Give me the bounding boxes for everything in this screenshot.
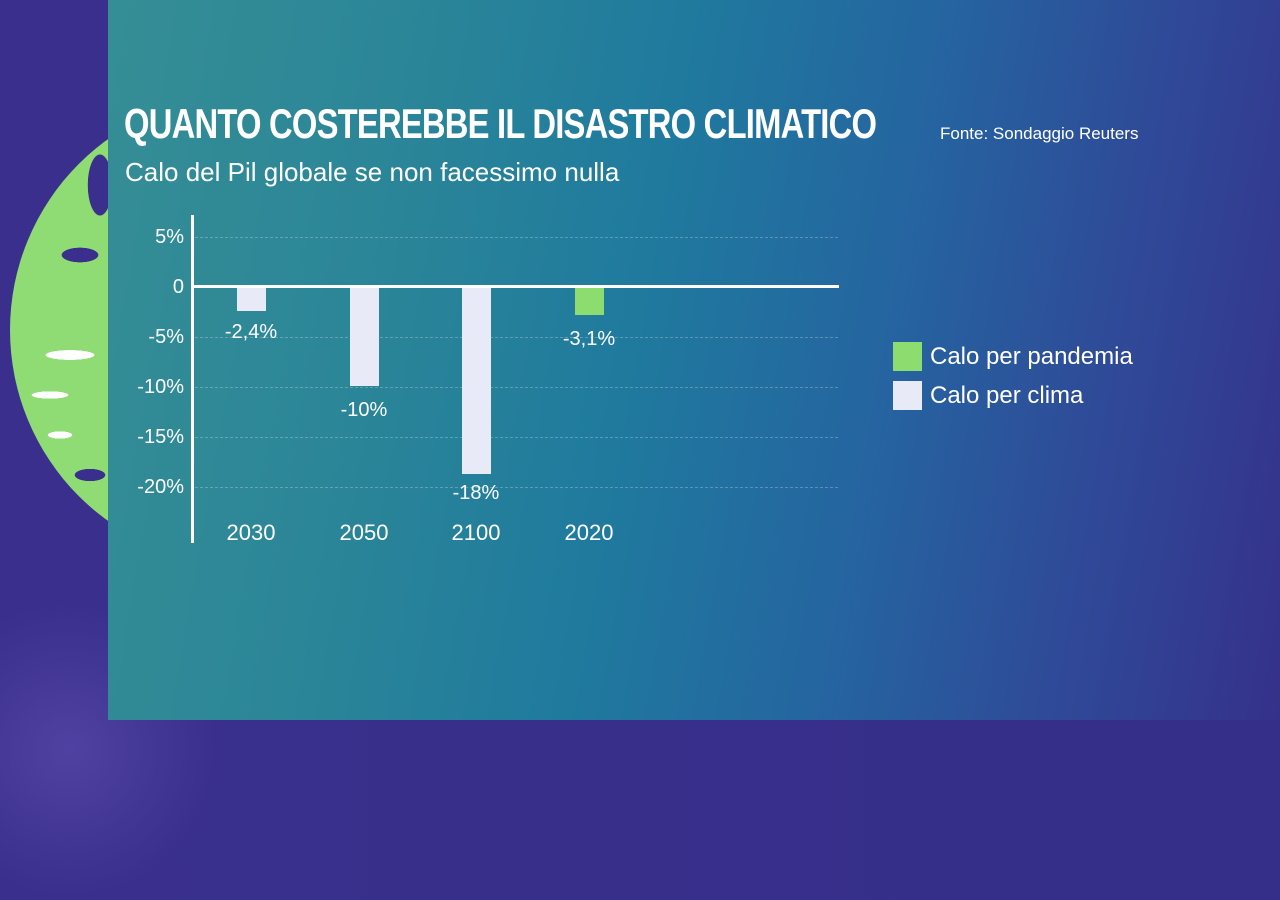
legend-item-clima: Calo per clima: [893, 376, 1133, 415]
legend-swatch-white: [893, 381, 922, 410]
x-category-label: 2100: [451, 520, 501, 545]
gridline-minus10: [195, 387, 838, 388]
y-axis-line: [191, 215, 194, 543]
chart-legend: Calo per pandemia Calo per clima: [893, 337, 1133, 415]
chart-panel: [108, 0, 1280, 720]
bar-2020: [575, 288, 604, 315]
y-tick-label: 0: [172, 276, 184, 298]
bar-2100: [462, 288, 491, 474]
gridline-minus15: [195, 437, 838, 438]
source-note: Fonte: Sondaggio Reuters: [940, 124, 1139, 143]
y-tick-label: -5%: [148, 326, 184, 348]
chart-subtitle: Calo del Pil globale se non facessimo nu…: [125, 157, 620, 187]
x-category-label: 2030: [226, 520, 276, 545]
legend-item-pandemia: Calo per pandemia: [893, 337, 1133, 376]
y-tick-label: -15%: [137, 426, 184, 448]
x-category-label: 2020: [564, 520, 614, 545]
x-category-label: 2050: [339, 520, 389, 545]
legend-label: Calo per pandemia: [930, 342, 1133, 370]
gridline-5: [195, 237, 838, 238]
legend-label: Calo per clima: [930, 381, 1084, 409]
y-tick-label: -20%: [137, 476, 184, 498]
chart-title: QUANTO COSTEREBBE IL DISASTRO CLIMATICO: [124, 100, 877, 147]
y-tick-label: -10%: [137, 376, 184, 398]
bar-value-label: -18%: [452, 482, 500, 504]
gridline-minus5: [195, 337, 838, 338]
bar-2030: [237, 288, 266, 311]
gridline-minus20: [195, 487, 838, 488]
bar-value-label: -3,1%: [562, 328, 616, 350]
zero-baseline: [191, 285, 839, 288]
bar-value-label: -2,4%: [224, 321, 278, 343]
bar-value-label: -10%: [340, 399, 388, 421]
bar-2050: [350, 288, 379, 386]
legend-swatch-green: [893, 342, 922, 371]
y-tick-label: 5%: [155, 226, 184, 248]
